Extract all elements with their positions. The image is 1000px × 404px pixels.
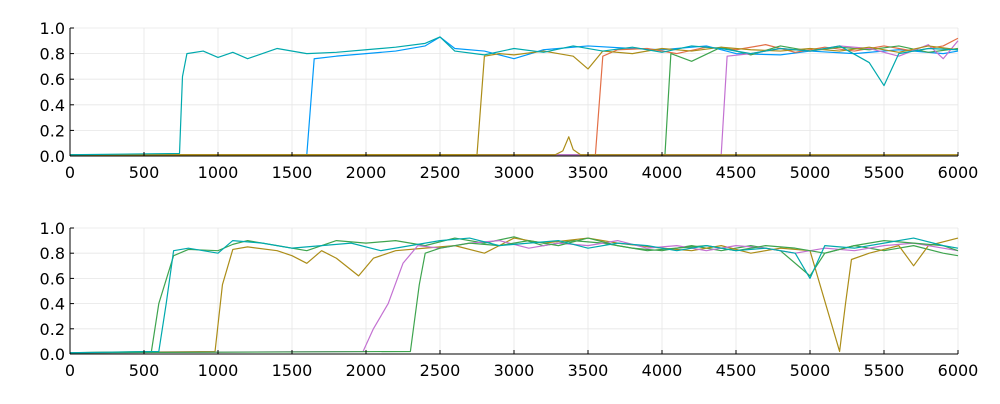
series-line-2: [70, 37, 959, 156]
y-tick-label: 0.4: [40, 96, 65, 115]
x-tick-label: 6000: [938, 163, 979, 182]
series-line-3: [70, 45, 959, 156]
x-tick-label: 3000: [494, 361, 535, 380]
x-tick-label: 4000: [642, 163, 683, 182]
x-tick-label: 5000: [790, 361, 831, 380]
x-tick-label: 2000: [346, 361, 387, 380]
x-tick-label: 0: [65, 163, 75, 182]
series-line-6: [70, 136, 958, 156]
y-tick-label: 0.8: [40, 45, 65, 64]
series-line-7: [69, 36, 959, 156]
y-tick-label: 0.6: [40, 269, 65, 288]
x-tick-label: 4500: [716, 361, 757, 380]
x-tick-label: 3500: [568, 361, 609, 380]
chart-panel-2: 0 500 1000 1500 2000 2500 3000 3500 4000 4500 5000…: [40, 219, 979, 380]
x-tick-label: 500: [129, 361, 160, 380]
y-tick-label: 1.0: [40, 19, 65, 38]
x-tick-label: 1000: [198, 361, 239, 380]
x-tick-label: 1500: [272, 361, 313, 380]
y-tick-label: 0.6: [40, 70, 65, 89]
x-tick-label: 1500: [272, 163, 313, 182]
chart-panel-1: 0 500 1000 1500 2000 2500 3000 3500 4000 4500 5000…: [40, 19, 979, 182]
y-tick-label: 0.2: [40, 320, 65, 339]
x-tick-label: 5500: [864, 163, 905, 182]
series-line-5: [70, 45, 959, 156]
y-tick-label: 0.0: [40, 345, 65, 364]
x-tick-label: 1000: [198, 163, 239, 182]
series-line-1: [70, 36, 959, 156]
x-tick-label: 4500: [716, 163, 757, 182]
x-tick-label: 5500: [864, 361, 905, 380]
y-tick-label: 1.0: [40, 219, 65, 238]
series-line-4: [69, 237, 959, 354]
series-line-5: [69, 237, 959, 354]
x-tick-label: 2500: [420, 361, 461, 380]
y-tick-label: 0.4: [40, 295, 65, 314]
y-tick-label: 0.0: [40, 147, 65, 166]
x-tick-label: 3000: [494, 163, 535, 182]
x-tick-label: 2000: [346, 163, 387, 182]
x-tick-label: 3500: [568, 163, 609, 182]
x-tick-label: 500: [129, 163, 160, 182]
y-tick-label: 0.8: [40, 244, 65, 263]
x-tick-label: 4000: [642, 361, 683, 380]
x-tick-label: 5000: [790, 163, 831, 182]
x-tick-label: 2500: [420, 163, 461, 182]
x-tick-label: 0: [65, 361, 75, 380]
x-tick-label: 6000: [938, 361, 979, 380]
series-line-3: [69, 240, 959, 354]
y-tick-label: 0.2: [40, 121, 65, 140]
